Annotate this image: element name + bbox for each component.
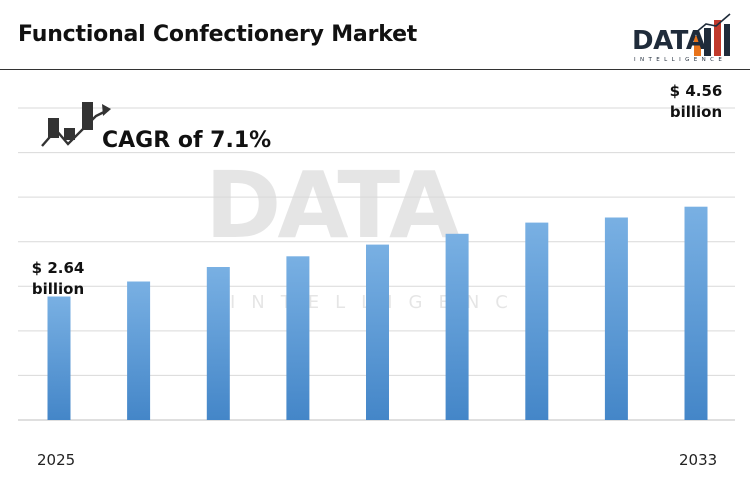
end-value: $ 4.56 [669,82,723,100]
x-tick-label-end: 2033 [679,451,718,469]
bar-2029 [366,244,389,420]
bar-2033 [684,206,708,420]
bar-2032 [604,217,628,420]
start-value: $ 2.64 [31,259,85,277]
bar-2031 [525,222,549,420]
bar-2030 [445,233,469,420]
bar-2026 [127,281,151,420]
end-unit: billion [669,103,723,121]
end-value-label: $ 4.56 billion [654,81,738,123]
bar-2025 [47,296,71,420]
start-unit: billion [31,280,85,298]
bar-2027 [206,267,230,420]
brand-logo: DATA INTELLIGENCE [632,12,732,66]
start-value-label: $ 2.64 billion [18,258,98,300]
brand-logo-text: DATA [632,26,706,56]
brand-logo-subtext: INTELLIGENCE [634,57,727,63]
brand-bars-icon [693,13,731,56]
bar-chart [18,107,735,421]
header-divider [0,69,750,70]
growth-trend-icon [41,102,111,147]
chart-title: Functional Confectionery Market [18,22,418,47]
bar-2028 [286,256,310,420]
x-tick-label-start: 2025 [37,451,76,469]
cagr-label: CAGR of 7.1% [102,128,272,153]
